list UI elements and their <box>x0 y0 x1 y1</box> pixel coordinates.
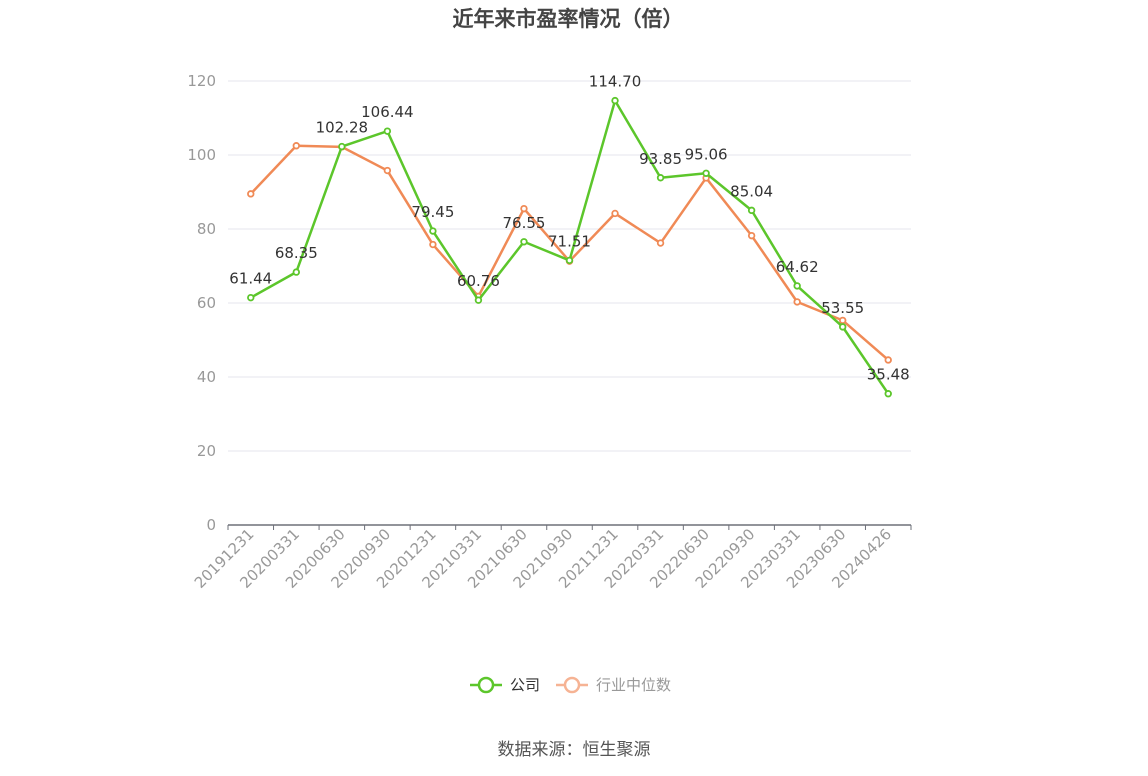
data-label: 79.45 <box>411 203 454 221</box>
data-label: 64.62 <box>776 258 819 276</box>
legend-label: 公司 <box>510 676 540 694</box>
data-point[interactable] <box>247 190 255 198</box>
data-label: 114.70 <box>589 73 642 91</box>
data-label: 53.55 <box>821 299 864 317</box>
series-line <box>249 144 890 361</box>
legend-marker-icon <box>563 676 581 694</box>
data-point[interactable] <box>793 282 801 290</box>
data-point[interactable] <box>292 268 300 276</box>
data-label: 76.55 <box>502 214 545 232</box>
series-layer <box>247 96 892 398</box>
data-point[interactable] <box>611 209 619 218</box>
data-point[interactable] <box>383 127 392 135</box>
legend-item-0[interactable]: 公司 <box>470 676 540 694</box>
data-point[interactable] <box>747 206 756 215</box>
data-point[interactable] <box>884 356 892 364</box>
legend-label: 行业中位数 <box>596 676 671 694</box>
data-point[interactable] <box>656 174 665 182</box>
data-point[interactable] <box>747 231 756 240</box>
data-point[interactable] <box>839 316 847 325</box>
data-point[interactable] <box>338 142 346 151</box>
y-tick-label: 40 <box>197 368 216 386</box>
data-label: 93.85 <box>639 150 682 168</box>
data-point[interactable] <box>383 166 392 175</box>
data-point[interactable] <box>292 142 300 150</box>
y-tick-label: 80 <box>197 220 216 238</box>
data-label: 102.28 <box>316 119 369 137</box>
data-point[interactable] <box>884 390 892 398</box>
chart-title: 近年来市盈率情况（倍） <box>453 7 684 31</box>
data-label: 61.44 <box>229 270 272 288</box>
x-axis: 2019123120200331202006302020093020201231… <box>191 524 912 592</box>
data-point[interactable] <box>247 293 255 302</box>
data-label: 85.04 <box>730 182 773 200</box>
series-1 <box>247 142 892 364</box>
data-label: 35.48 <box>867 366 910 384</box>
data-point[interactable] <box>839 323 847 331</box>
series-0 <box>247 96 892 398</box>
legend-marker-icon <box>477 676 495 694</box>
data-label: 95.06 <box>685 145 728 163</box>
data-point[interactable] <box>611 96 619 105</box>
data-point[interactable] <box>474 296 483 304</box>
data-label: 68.35 <box>275 244 318 262</box>
data-label: 71.51 <box>548 232 591 250</box>
data-point[interactable] <box>520 238 528 246</box>
y-tick-label: 20 <box>197 442 216 460</box>
data-point[interactable] <box>429 240 437 249</box>
y-axis: 0 20 40 60 80 100 120 <box>187 72 216 534</box>
data-point[interactable] <box>656 239 665 247</box>
data-point[interactable] <box>793 298 801 306</box>
data-point[interactable] <box>702 169 710 177</box>
y-tick-label: 100 <box>187 146 216 164</box>
y-tick-label: 0 <box>206 516 216 534</box>
legend-item-1[interactable]: 行业中位数 <box>556 676 671 694</box>
grid-lines <box>228 80 911 452</box>
data-point[interactable] <box>565 256 574 265</box>
y-tick-label: 60 <box>197 294 216 312</box>
data-label: 60.76 <box>457 272 500 290</box>
data-label: 106.44 <box>361 103 414 121</box>
data-point[interactable] <box>429 227 437 235</box>
data-point[interactable] <box>520 204 528 213</box>
legend[interactable]: 公司 行业中位数 <box>470 676 671 694</box>
y-tick-label: 120 <box>187 72 216 90</box>
data-source: 数据来源：恒生聚源 <box>498 740 651 760</box>
